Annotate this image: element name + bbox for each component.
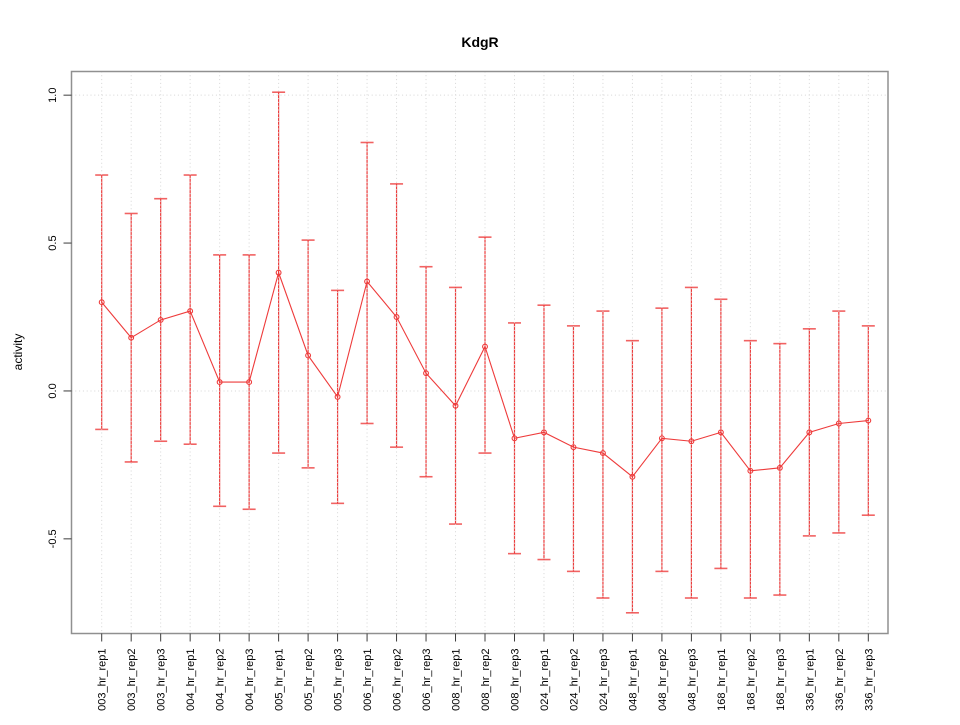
data-point-marker — [187, 308, 194, 315]
plot-border — [70, 70, 889, 635]
data-point-marker — [364, 278, 371, 285]
data-point-marker — [393, 314, 400, 320]
series-line — [101, 270, 869, 478]
data-point-markers — [98, 269, 872, 480]
x-tick-label: 008_hr_rep3 — [509, 649, 521, 711]
x-tick-label: 048_hr_rep2 — [657, 649, 669, 711]
horizontal-gridlines — [71, 94, 888, 392]
x-tick-label: 008_hr_rep2 — [480, 649, 492, 711]
x-tick-label: 024_hr_rep2 — [568, 649, 580, 711]
data-point-marker — [541, 429, 547, 436]
data-point-marker — [452, 402, 459, 409]
axis-tick-labels: -0.5 0.0 0.5 1.0 003_hr_rep1 003_hr_rep2 003_h… — [47, 88, 875, 711]
x-tick-label: 004_hr_rep1 — [185, 649, 197, 711]
data-point-marker — [717, 429, 724, 436]
data-point-marker — [570, 444, 577, 451]
y-tick-label: 0.0 — [47, 383, 59, 398]
x-tick-label: 168_hr_rep3 — [775, 649, 787, 711]
data-point-marker — [865, 417, 872, 424]
data-point-marker — [482, 343, 488, 350]
x-tick-label: 006_hr_rep1 — [362, 649, 374, 711]
data-point-marker — [334, 393, 341, 400]
y-tick-label: 0.5 — [47, 235, 59, 250]
data-point-marker — [157, 317, 164, 323]
x-tick-label: 004_hr_rep2 — [215, 649, 227, 711]
y-tick-label: 1.0 — [47, 88, 59, 103]
data-point-marker — [658, 435, 665, 442]
x-tick-label: 005_hr_rep3 — [333, 649, 345, 711]
x-tick-label: 336_hr_rep1 — [804, 649, 816, 711]
data-point-marker — [776, 464, 783, 471]
data-point-marker — [688, 438, 695, 445]
data-point-marker — [511, 435, 518, 442]
error-bars — [95, 91, 875, 614]
series-line-layer — [101, 270, 869, 478]
data-point-marker — [128, 334, 135, 341]
x-tick-label: 003_hr_rep3 — [156, 649, 168, 711]
vertical-gridlines — [101, 71, 869, 634]
x-tick-label: 004_hr_rep3 — [244, 649, 256, 711]
data-point-marker — [305, 352, 312, 359]
data-point-marker — [835, 420, 842, 427]
data-point-marker — [806, 429, 813, 436]
x-tick-label: 005_hr_rep1 — [274, 649, 286, 711]
data-point-marker — [246, 379, 253, 386]
x-tick-label: 008_hr_rep1 — [451, 649, 463, 711]
data-point-marker — [216, 379, 223, 386]
x-tick-label: 048_hr_rep3 — [686, 649, 698, 711]
x-tick-label: 336_hr_rep2 — [834, 649, 846, 711]
x-tick-label: 024_hr_rep1 — [539, 649, 551, 711]
x-tick-label: 006_hr_rep3 — [421, 649, 433, 711]
data-point-marker — [599, 450, 606, 457]
x-tick-label: 048_hr_rep1 — [627, 649, 639, 711]
data-point-marker — [747, 467, 754, 474]
plot-border-layer — [70, 70, 889, 635]
x-tick-label: 168_hr_rep1 — [716, 649, 728, 711]
x-tick-label: 003_hr_rep1 — [97, 649, 109, 711]
x-tick-label: 003_hr_rep2 — [126, 649, 138, 711]
y-axis-label: activity — [11, 334, 25, 371]
x-tick-label: 168_hr_rep2 — [745, 649, 757, 711]
y-tick-label: -0.5 — [47, 529, 59, 548]
data-point-marker — [423, 370, 429, 377]
data-point-marker — [629, 473, 636, 480]
data-point-marker — [98, 299, 105, 306]
chart-title: KdgR — [461, 34, 498, 50]
x-tick-label: 336_hr_rep3 — [863, 649, 875, 711]
x-tick-label: 006_hr_rep2 — [392, 649, 404, 711]
axis-ticks — [63, 94, 869, 642]
x-tick-label: 024_hr_rep3 — [598, 649, 610, 711]
x-tick-label: 005_hr_rep2 — [303, 649, 315, 711]
data-point-marker — [275, 269, 282, 276]
